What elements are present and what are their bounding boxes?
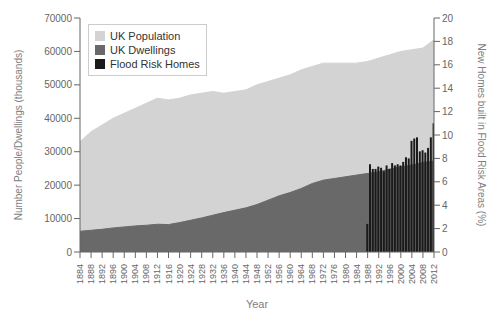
svg-text:1968: 1968 <box>307 264 317 284</box>
svg-text:1992: 1992 <box>374 264 384 284</box>
svg-text:2000: 2000 <box>396 264 406 284</box>
svg-text:Year: Year <box>246 298 269 310</box>
svg-text:1932: 1932 <box>208 264 218 284</box>
svg-text:1952: 1952 <box>263 264 273 284</box>
svg-text:1912: 1912 <box>152 264 162 284</box>
svg-text:40000: 40000 <box>44 113 72 124</box>
svg-text:2012: 2012 <box>429 264 439 284</box>
svg-text:1900: 1900 <box>119 264 129 284</box>
svg-text:1976: 1976 <box>329 264 339 284</box>
svg-text:New Homes built in Flood Risk: New Homes built in Flood Risk Areas (%) <box>476 44 487 227</box>
svg-text:1988: 1988 <box>363 264 373 284</box>
html-text:UK Dwellings: UK Dwellings <box>110 44 176 56</box>
svg-text:1924: 1924 <box>186 264 196 284</box>
svg-text:1944: 1944 <box>241 264 251 284</box>
svg-text:10000: 10000 <box>44 213 72 224</box>
html-text:UK Population: UK Population <box>110 30 181 42</box>
svg-text:2: 2 <box>442 223 448 234</box>
svg-text:10: 10 <box>442 130 454 141</box>
svg-text:1940: 1940 <box>230 264 240 284</box>
svg-text:20: 20 <box>442 13 454 24</box>
svg-text:1928: 1928 <box>197 264 207 284</box>
svg-text:1960: 1960 <box>285 264 295 284</box>
svg-text:1904: 1904 <box>130 264 140 284</box>
svg-text:70000: 70000 <box>44 13 72 24</box>
svg-text:16: 16 <box>442 59 454 70</box>
svg-text:1996: 1996 <box>385 264 395 284</box>
svg-text:1892: 1892 <box>97 264 107 284</box>
svg-text:1884: 1884 <box>75 264 85 284</box>
svg-text:1896: 1896 <box>108 264 118 284</box>
svg-text:0: 0 <box>442 247 448 258</box>
svg-text:6: 6 <box>442 176 448 187</box>
svg-text:50000: 50000 <box>44 79 72 90</box>
svg-text:1964: 1964 <box>296 264 306 284</box>
svg-text:Number People/Dwellings (thous: Number People/Dwellings (thousands) <box>13 50 24 221</box>
svg-text:1984: 1984 <box>352 264 362 284</box>
svg-text:1888: 1888 <box>86 264 96 284</box>
svg-text:1916: 1916 <box>164 264 174 284</box>
svg-text:1972: 1972 <box>318 264 328 284</box>
svg-text:1956: 1956 <box>274 264 284 284</box>
svg-text:1920: 1920 <box>175 264 185 284</box>
svg-text:30000: 30000 <box>44 146 72 157</box>
svg-text:12: 12 <box>442 106 454 117</box>
svg-text:2008: 2008 <box>418 264 428 284</box>
svg-text:0: 0 <box>66 247 72 258</box>
svg-text:14: 14 <box>442 83 454 94</box>
html-text:Flood Risk Homes: Flood Risk Homes <box>110 58 200 70</box>
svg-text:2004: 2004 <box>407 264 417 284</box>
svg-text:60000: 60000 <box>44 46 72 57</box>
svg-text:20000: 20000 <box>44 180 72 191</box>
svg-text:1980: 1980 <box>341 264 351 284</box>
svg-text:4: 4 <box>442 200 448 211</box>
svg-text:18: 18 <box>442 36 454 47</box>
svg-text:1908: 1908 <box>141 264 151 284</box>
svg-text:8: 8 <box>442 153 448 164</box>
svg-text:1936: 1936 <box>219 264 229 284</box>
svg-text:1948: 1948 <box>252 264 262 284</box>
